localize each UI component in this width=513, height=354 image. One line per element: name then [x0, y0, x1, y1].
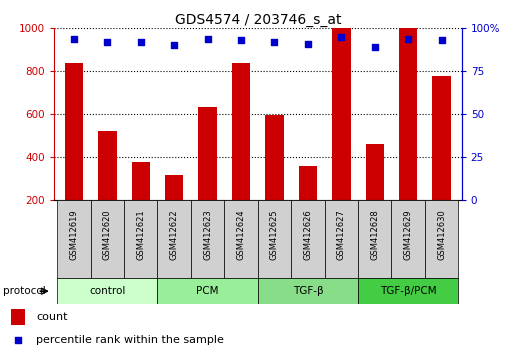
Bar	[258, 200, 291, 278]
Bar	[232, 63, 250, 243]
Bar	[165, 175, 184, 243]
Text: GSM412627: GSM412627	[337, 210, 346, 261]
Bar	[391, 200, 425, 278]
Bar	[57, 278, 157, 304]
Bar	[191, 200, 224, 278]
Bar	[366, 144, 384, 243]
Point	[337, 34, 345, 40]
Bar	[157, 200, 191, 278]
Point	[371, 44, 379, 50]
Text: count: count	[36, 312, 67, 322]
Bar	[65, 63, 83, 243]
Point	[270, 39, 279, 45]
Point	[170, 43, 179, 48]
Text: GSM412622: GSM412622	[170, 210, 179, 261]
Text: protocol: protocol	[3, 286, 45, 296]
Bar	[199, 107, 217, 243]
Text: TGF-β/PCM: TGF-β/PCM	[380, 286, 437, 296]
Text: GSM412620: GSM412620	[103, 210, 112, 261]
Point	[237, 38, 245, 43]
Bar	[98, 131, 116, 243]
Text: GSM412621: GSM412621	[136, 210, 145, 261]
Text: GSM412626: GSM412626	[303, 210, 312, 261]
Point	[14, 337, 22, 343]
Point	[136, 39, 145, 45]
Bar	[157, 278, 258, 304]
Text: GSM412625: GSM412625	[270, 210, 279, 261]
Bar	[124, 200, 157, 278]
Bar	[258, 278, 358, 304]
Title: GDS4574 / 203746_s_at: GDS4574 / 203746_s_at	[174, 13, 341, 27]
Bar	[332, 28, 350, 243]
Bar	[57, 200, 91, 278]
Bar	[358, 278, 458, 304]
Text: GSM412624: GSM412624	[236, 210, 246, 261]
Bar	[425, 200, 458, 278]
Point	[204, 36, 212, 41]
Text: GSM412628: GSM412628	[370, 210, 379, 261]
Point	[304, 41, 312, 47]
Bar	[224, 200, 258, 278]
Bar	[399, 28, 418, 243]
Bar	[11, 309, 25, 325]
Bar	[291, 200, 325, 278]
Text: TGF-β: TGF-β	[292, 286, 323, 296]
Text: PCM: PCM	[196, 286, 219, 296]
Text: control: control	[89, 286, 126, 296]
Bar	[432, 75, 451, 243]
Text: percentile rank within the sample: percentile rank within the sample	[36, 335, 224, 346]
Text: GSM412629: GSM412629	[404, 210, 413, 261]
Point	[103, 39, 111, 45]
Bar	[325, 200, 358, 278]
Bar	[132, 162, 150, 243]
Bar	[265, 115, 284, 243]
Text: GSM412630: GSM412630	[437, 210, 446, 261]
Point	[438, 38, 446, 43]
Bar	[91, 200, 124, 278]
Text: GSM412623: GSM412623	[203, 210, 212, 261]
Text: GSM412619: GSM412619	[69, 210, 78, 261]
Point	[70, 36, 78, 41]
Bar	[358, 200, 391, 278]
Bar	[299, 166, 317, 243]
Point	[404, 36, 412, 41]
